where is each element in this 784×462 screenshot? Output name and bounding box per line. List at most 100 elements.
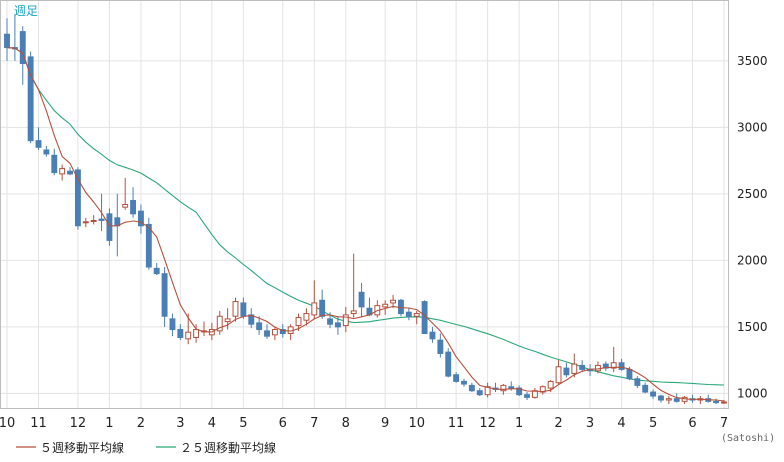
candle-down [453, 374, 460, 382]
candle-up [342, 314, 349, 327]
candle-down [461, 380, 467, 385]
candle-up [122, 204, 129, 208]
candle-down [264, 330, 270, 337]
candle-up [59, 168, 66, 175]
y-tick-label: 3000 [737, 120, 768, 134]
candle-down [658, 395, 664, 401]
candle-down [67, 170, 73, 175]
candle-down [169, 318, 176, 331]
candle-down [405, 311, 412, 317]
y-tick-label: 2500 [737, 187, 768, 201]
candle-down [579, 364, 586, 370]
x-tick-label: 9 [381, 416, 389, 431]
ma25-layer [6, 47, 725, 386]
candle-down [43, 149, 50, 155]
x-tick-label: 12 [70, 416, 87, 431]
candle-down [634, 378, 641, 386]
candle-down [468, 384, 475, 392]
candle-down [508, 386, 515, 389]
ma5-line [6, 47, 725, 402]
candle-down [27, 56, 34, 142]
y-tick-label: 1500 [737, 320, 768, 334]
candle-up [232, 301, 239, 317]
x-tick-label: 1 [515, 416, 523, 431]
candle-up [350, 310, 357, 315]
ma5-layer [6, 47, 725, 402]
candle-down [138, 210, 144, 227]
x-tick-label: 4 [617, 416, 625, 431]
ma25-line [6, 47, 725, 386]
candle-down [563, 367, 570, 376]
candle-up [571, 363, 578, 374]
y-tick-label: 3500 [737, 54, 768, 68]
x-tick-label: 10 [0, 416, 15, 431]
legend-ma25-label: ２５週移動平均線 [180, 440, 276, 455]
candle-down [177, 329, 184, 339]
candle-down [74, 169, 81, 227]
candle-down [524, 394, 530, 398]
legend: ５週移動平均線 ２５週移動平均線 [16, 440, 276, 455]
x-tick-label: 12 [479, 416, 496, 431]
y-tick-label: 2000 [737, 253, 768, 267]
x-tick-label: 11 [30, 416, 47, 431]
x-tick-label: 1 [105, 416, 113, 431]
candle-down [256, 322, 263, 331]
candle-down [626, 368, 633, 380]
x-tick-label: 11 [448, 416, 465, 431]
legend-ma5-label: ５週移動平均線 [40, 440, 124, 455]
candle-up [721, 401, 727, 404]
candle-down [130, 200, 137, 215]
candle-down [145, 223, 152, 268]
candle-up [82, 221, 89, 224]
candle-up [610, 362, 617, 369]
x-tick-label: 2 [554, 416, 562, 431]
candles-layer [4, 14, 727, 405]
candle-up [390, 299, 397, 304]
x-tick-label: 8 [342, 416, 350, 431]
candle-down [19, 31, 26, 65]
candle-down [279, 329, 286, 335]
candle-up [193, 329, 200, 339]
candle-down [51, 154, 58, 174]
candle-down [334, 322, 341, 328]
timeframe-label: 週足 [14, 4, 38, 18]
candle-down [650, 391, 657, 397]
candle-up [295, 317, 302, 327]
candle-down [358, 291, 365, 308]
candle-down [516, 387, 523, 396]
candle-up [185, 331, 192, 340]
candle-down [476, 390, 483, 396]
candle-up [311, 302, 318, 316]
y-tick-label: 1000 [737, 386, 768, 400]
candle-down [618, 362, 625, 370]
candle-up [547, 380, 554, 389]
candle-up [224, 318, 231, 323]
y-axis: 1000 1500 2000 2500 3000 3500 [737, 54, 768, 401]
x-tick-label: 10 [408, 416, 425, 431]
candle-down [98, 218, 105, 221]
candle-down [106, 213, 113, 241]
candle-down [240, 302, 247, 317]
plot-frame [0, 0, 729, 409]
candle-up [413, 313, 420, 317]
candle-down [153, 267, 160, 275]
candle-down [673, 398, 680, 402]
candle-up [216, 315, 223, 332]
x-axis: 10 11 12 1 2 3 4 5 6 7 8 9 10 11 12 1 2 3 4 5 6 7 [0, 416, 728, 431]
x-tick-label: 3 [586, 416, 594, 431]
candle-down [319, 299, 326, 317]
x-tick-label: 5 [649, 416, 657, 431]
candle-up [90, 219, 97, 222]
x-tick-label: 6 [688, 416, 696, 431]
candle-down [327, 318, 333, 325]
candle-up [271, 329, 278, 336]
unit-label: (Satoshi) [721, 433, 775, 444]
candle-down [35, 140, 42, 148]
x-tick-label: 7 [310, 416, 318, 431]
candle-down [4, 33, 10, 49]
grid-lines [1, 1, 728, 408]
candle-up [555, 366, 562, 384]
x-tick-label: 6 [279, 416, 287, 431]
